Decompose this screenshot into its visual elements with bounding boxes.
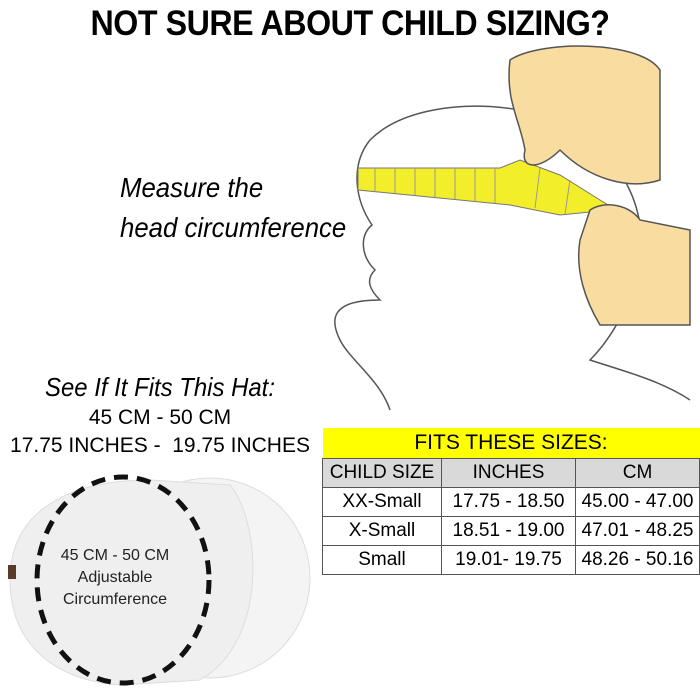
- cell: 47.01 - 48.25: [575, 516, 700, 546]
- size-table: FITS THESE SIZES: CHILD SIZE INCHES CM X…: [322, 428, 700, 575]
- cell: 17.75 - 18.50: [441, 487, 576, 517]
- instruction-line: Measure the: [120, 172, 264, 203]
- column-header: INCHES: [441, 458, 576, 488]
- cap-body: [9, 479, 254, 686]
- hand-bottom: [577, 204, 691, 326]
- fit-heading: See If It Fits This Hat:: [45, 372, 275, 402]
- cap-label: 45 CM - 50 CM Adjustable Circumference: [40, 545, 190, 611]
- column-header: CM: [575, 458, 700, 488]
- cell: XX-Small: [322, 487, 442, 517]
- instruction-text: Measure the head circumference: [120, 168, 346, 248]
- strap-buckle: [8, 565, 16, 579]
- cap-label-line: Circumference: [62, 591, 168, 608]
- inch-range: 17.75 INCHES - 19.75 INCHES: [10, 434, 310, 457]
- column-header: CHILD SIZE: [322, 458, 442, 488]
- table-row: Small 19.01- 19.75 48.26 - 50.16: [322, 545, 700, 575]
- cell: X-Small: [322, 516, 442, 546]
- table-header: FITS THESE SIZES:: [322, 428, 700, 459]
- dashed-circumference: [34, 474, 212, 686]
- table-row: XX-Small 17.75 - 18.50 45.00 - 47.00: [322, 487, 700, 517]
- cell: 18.51 - 19.00: [441, 516, 576, 546]
- cap-label-line: Adjustable: [77, 569, 153, 586]
- cell: 48.26 - 50.16: [575, 545, 700, 575]
- cell: 45.00 - 47.00: [575, 487, 700, 517]
- page-title: NOT SURE ABOUT CHILD SIZING?: [90, 4, 610, 43]
- cap-label-line: 45 CM - 50 CM: [60, 547, 170, 564]
- cm-range: 45 CM - 50 CM: [88, 406, 232, 429]
- table-row: X-Small 18.51 - 19.00 47.01 - 48.25: [322, 516, 700, 546]
- cell: 19.01- 19.75: [441, 545, 576, 575]
- instruction-line: head circumference: [120, 212, 347, 243]
- hand-top: [508, 45, 661, 185]
- cell: Small: [322, 545, 442, 575]
